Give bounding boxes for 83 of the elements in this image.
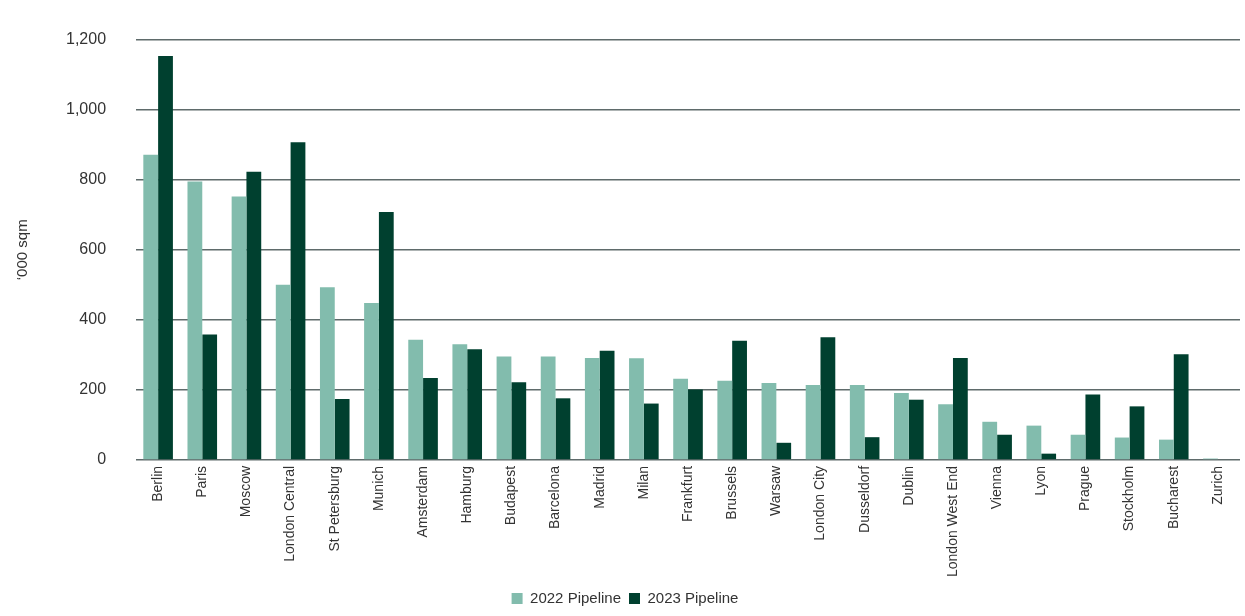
x-tick-label: Budapest [502, 465, 519, 526]
x-tick-label: Dublin [899, 465, 916, 506]
bar [319, 287, 335, 460]
bar [496, 356, 512, 460]
bar [849, 384, 865, 460]
y-tick-label: 0 [97, 450, 107, 468]
bar [467, 349, 483, 460]
bar [629, 358, 644, 460]
x-tick-label: Vienna [987, 465, 1004, 510]
legend-label: 2023 Pipeline [647, 588, 739, 606]
x-tick-label: Brussels [723, 465, 740, 520]
y-tick-label: 400 [79, 310, 107, 328]
bar [202, 334, 218, 460]
bar [894, 393, 909, 460]
bar [599, 350, 615, 460]
bar [555, 398, 571, 460]
x-tick-label: Zurich [1208, 465, 1225, 505]
bar [364, 303, 379, 460]
bar [761, 382, 777, 460]
y-tick-label: 1,200 [65, 30, 107, 48]
bar [805, 384, 821, 460]
bar [673, 378, 689, 460]
x-tick-label: Milan [634, 465, 651, 500]
bar [1173, 354, 1189, 460]
bar [158, 56, 173, 460]
bar [717, 380, 733, 460]
bar [1129, 406, 1145, 460]
bar [275, 284, 291, 460]
bar [1070, 434, 1086, 460]
bar [1041, 453, 1057, 460]
x-tick-label: Bucharest [1164, 465, 1181, 529]
bar [688, 389, 703, 460]
bar [334, 399, 350, 460]
x-tick-label: Warsaw [767, 465, 784, 516]
x-tick-label: Madrid [590, 465, 607, 509]
legend-label: 2022 Pipeline [530, 588, 622, 606]
x-tick-label: Munich [369, 465, 386, 512]
bar [423, 377, 438, 460]
x-tick-label: Paris [193, 465, 210, 498]
x-tick-label: Moscow [237, 465, 254, 518]
y-tick-label: 200 [79, 380, 107, 398]
bar [378, 211, 394, 460]
bar [997, 434, 1012, 460]
bar [246, 171, 262, 460]
x-tick-label: Prague [1076, 465, 1093, 512]
bar [1158, 439, 1174, 460]
bar [452, 344, 468, 460]
bar [540, 356, 556, 460]
x-tick-label: London City [811, 465, 828, 541]
bar [584, 358, 600, 460]
y-axis-title: ‘000 sqm [13, 219, 31, 281]
bar [231, 196, 247, 460]
bar [908, 399, 924, 460]
bar [511, 382, 527, 460]
bar [938, 404, 953, 460]
bar [820, 337, 836, 460]
bar [982, 421, 998, 460]
bar [732, 340, 747, 460]
x-tick-label: Amsterdam [413, 465, 430, 538]
bar [952, 358, 968, 460]
x-tick-label: Dusseldorf [855, 465, 872, 533]
x-tick-label: London Central [281, 465, 298, 562]
x-tick-label: Barcelona [546, 465, 563, 529]
x-tick-label: Frankfurt [678, 465, 695, 522]
bar [776, 442, 792, 460]
y-tick-label: 600 [79, 240, 107, 258]
bar [643, 403, 659, 460]
bar [1085, 394, 1101, 460]
y-tick-label: 1,000 [65, 100, 107, 118]
x-tick-label: London West End [943, 465, 960, 577]
bar [187, 181, 203, 460]
x-tick-label: Berlin [148, 465, 165, 502]
bar [408, 339, 424, 460]
x-tick-label: Lyon [1032, 465, 1049, 496]
bar [1114, 437, 1130, 460]
x-tick-label: Hamburg [458, 465, 475, 524]
bar [143, 154, 159, 460]
bar [864, 437, 880, 460]
y-tick-label: 800 [79, 170, 107, 188]
x-tick-label: Stockholm [1120, 465, 1137, 532]
bar [290, 142, 306, 460]
x-tick-label: St Petersburg [325, 465, 342, 552]
bar [1026, 425, 1042, 460]
